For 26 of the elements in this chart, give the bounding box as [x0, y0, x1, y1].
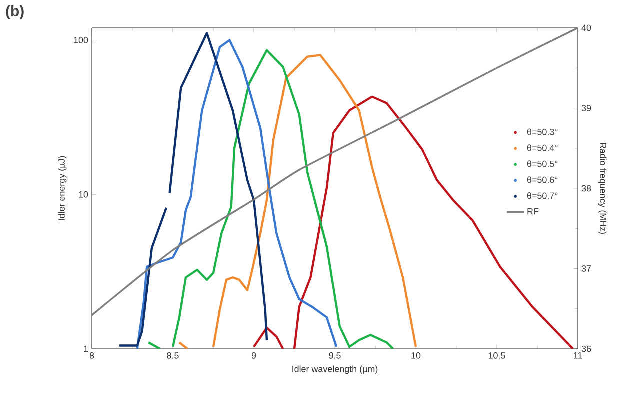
y-tick-label: 1 — [84, 346, 88, 352]
y2-tick-label: 40 — [582, 24, 592, 32]
legend-label: θ=50.6° — [527, 176, 558, 184]
legend-label: RF — [528, 208, 539, 215]
y-tick-label: 10 — [79, 191, 88, 198]
legend-label: θ=50.7° — [527, 192, 558, 200]
x-tick-label: 10 — [412, 352, 421, 359]
chart-title: (b) — [6, 6, 24, 20]
y-axis-title: Idler energy (µJ) — [58, 156, 67, 220]
x-tick-label: 9 — [252, 352, 256, 359]
y-tick-label: 100 — [74, 37, 88, 44]
legend-label: θ=50.4° — [527, 144, 558, 152]
y2-axis-title: Radio frequency (MHz) — [598, 143, 607, 234]
x-tick-label: 10.5 — [488, 352, 506, 359]
y2-tick-label: 36 — [582, 346, 592, 352]
legend-label: θ=50.3° — [527, 128, 558, 136]
x-axis-title: Idler wavelength (µm) — [292, 366, 378, 374]
x-tick-label: 9.5 — [329, 352, 341, 359]
x-tick-label: 8.5 — [167, 352, 179, 359]
line-series — [136, 39, 338, 349]
y2-tick-label: 38 — [582, 185, 592, 192]
y2-tick-label: 37 — [582, 266, 592, 272]
legend-label: θ=50.5° — [527, 160, 558, 168]
y2-tick-label: 39 — [582, 105, 592, 112]
x-tick-label: 8 — [90, 352, 94, 359]
x-tick-label: 11 — [574, 352, 582, 359]
